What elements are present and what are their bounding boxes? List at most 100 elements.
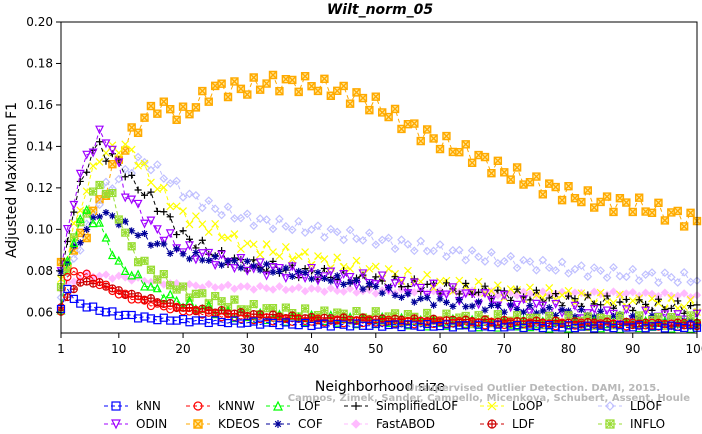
legend-marker <box>487 419 497 429</box>
data-point <box>564 268 573 278</box>
data-point <box>602 273 612 283</box>
data-point <box>191 255 201 265</box>
data-point <box>83 225 91 233</box>
data-point <box>654 295 662 303</box>
data-point <box>641 288 650 297</box>
data-point <box>288 255 297 264</box>
data-point <box>538 287 548 296</box>
data-point <box>243 257 251 265</box>
data-point <box>391 273 399 281</box>
data-point <box>513 305 521 313</box>
data-point <box>313 284 323 294</box>
data-point <box>166 104 175 114</box>
data-point <box>345 284 355 293</box>
data-point <box>352 256 361 265</box>
data-point <box>256 310 265 319</box>
data-point <box>570 264 580 274</box>
data-point <box>88 218 98 228</box>
data-point <box>416 283 426 293</box>
data-point <box>313 314 323 323</box>
data-point <box>365 315 374 324</box>
data-point <box>179 227 187 235</box>
data-point <box>108 274 117 283</box>
data-point <box>417 295 425 303</box>
legend-label: LoOP <box>512 399 543 413</box>
legend-marker <box>487 401 497 411</box>
data-point <box>255 281 265 291</box>
data-point <box>500 168 509 177</box>
data-point <box>358 236 368 245</box>
data-point <box>210 283 220 292</box>
data-point <box>114 158 124 168</box>
data-point <box>313 86 323 96</box>
data-point <box>101 270 111 279</box>
data-point <box>191 190 201 200</box>
data-point <box>628 264 638 274</box>
data-point <box>474 252 483 262</box>
data-point <box>666 272 676 282</box>
data-point <box>378 314 387 323</box>
data-point <box>686 295 695 304</box>
data-point <box>185 109 194 119</box>
data-point <box>268 224 278 234</box>
data-point <box>326 284 336 293</box>
legend-marker <box>274 420 282 428</box>
data-point <box>475 288 483 296</box>
data-point <box>333 272 341 280</box>
data-point <box>673 310 683 320</box>
data-point <box>583 186 592 195</box>
data-point <box>89 214 97 222</box>
data-point <box>69 233 78 242</box>
legend-marker <box>111 401 121 411</box>
legend-label: LDOF <box>630 399 662 413</box>
data-point <box>545 284 554 292</box>
data-point <box>686 311 695 320</box>
data-point <box>371 262 380 271</box>
series-line <box>60 156 698 298</box>
x-tick-label: 90 <box>625 342 640 356</box>
x-tick-label: 70 <box>497 342 512 356</box>
data-point <box>281 242 290 251</box>
data-point <box>82 150 92 160</box>
data-point <box>147 178 155 187</box>
data-point <box>494 286 502 294</box>
data-point <box>236 213 246 223</box>
data-point <box>384 315 393 324</box>
legend-item-ldf: LDF <box>480 417 535 431</box>
data-point <box>429 246 438 256</box>
data-point <box>467 158 477 168</box>
data-point <box>301 269 309 277</box>
data-point <box>397 235 406 245</box>
data-point <box>615 290 624 299</box>
data-point <box>615 311 625 320</box>
data-point <box>493 156 503 165</box>
data-point <box>512 263 522 273</box>
data-point <box>353 277 361 285</box>
data-point <box>481 282 489 290</box>
legend-marker <box>351 419 361 429</box>
legend-item-knnw: kNNW <box>186 399 255 413</box>
legend-item-kdeos: KDEOS <box>186 417 260 431</box>
data-point <box>480 289 490 299</box>
data-point <box>108 307 117 316</box>
data-point <box>320 306 329 315</box>
data-point <box>442 131 451 141</box>
data-point <box>455 276 464 285</box>
data-point <box>269 268 277 276</box>
data-point <box>120 164 130 174</box>
data-point <box>628 288 637 297</box>
series-knn <box>56 284 702 333</box>
data-point <box>249 299 258 309</box>
data-point <box>301 248 310 256</box>
data-point <box>480 257 490 266</box>
y-tick-label: 0.10 <box>26 222 53 236</box>
data-point <box>564 286 573 295</box>
data-point <box>229 264 239 274</box>
data-point <box>648 294 656 303</box>
y-axis: 0.06 0.08 0.10 0.12 0.14 0.16 0.18 0.20 <box>26 15 61 319</box>
data-point <box>532 172 541 181</box>
data-point <box>622 289 631 298</box>
data-point <box>108 286 117 296</box>
data-point <box>75 246 85 255</box>
data-point <box>384 264 393 273</box>
